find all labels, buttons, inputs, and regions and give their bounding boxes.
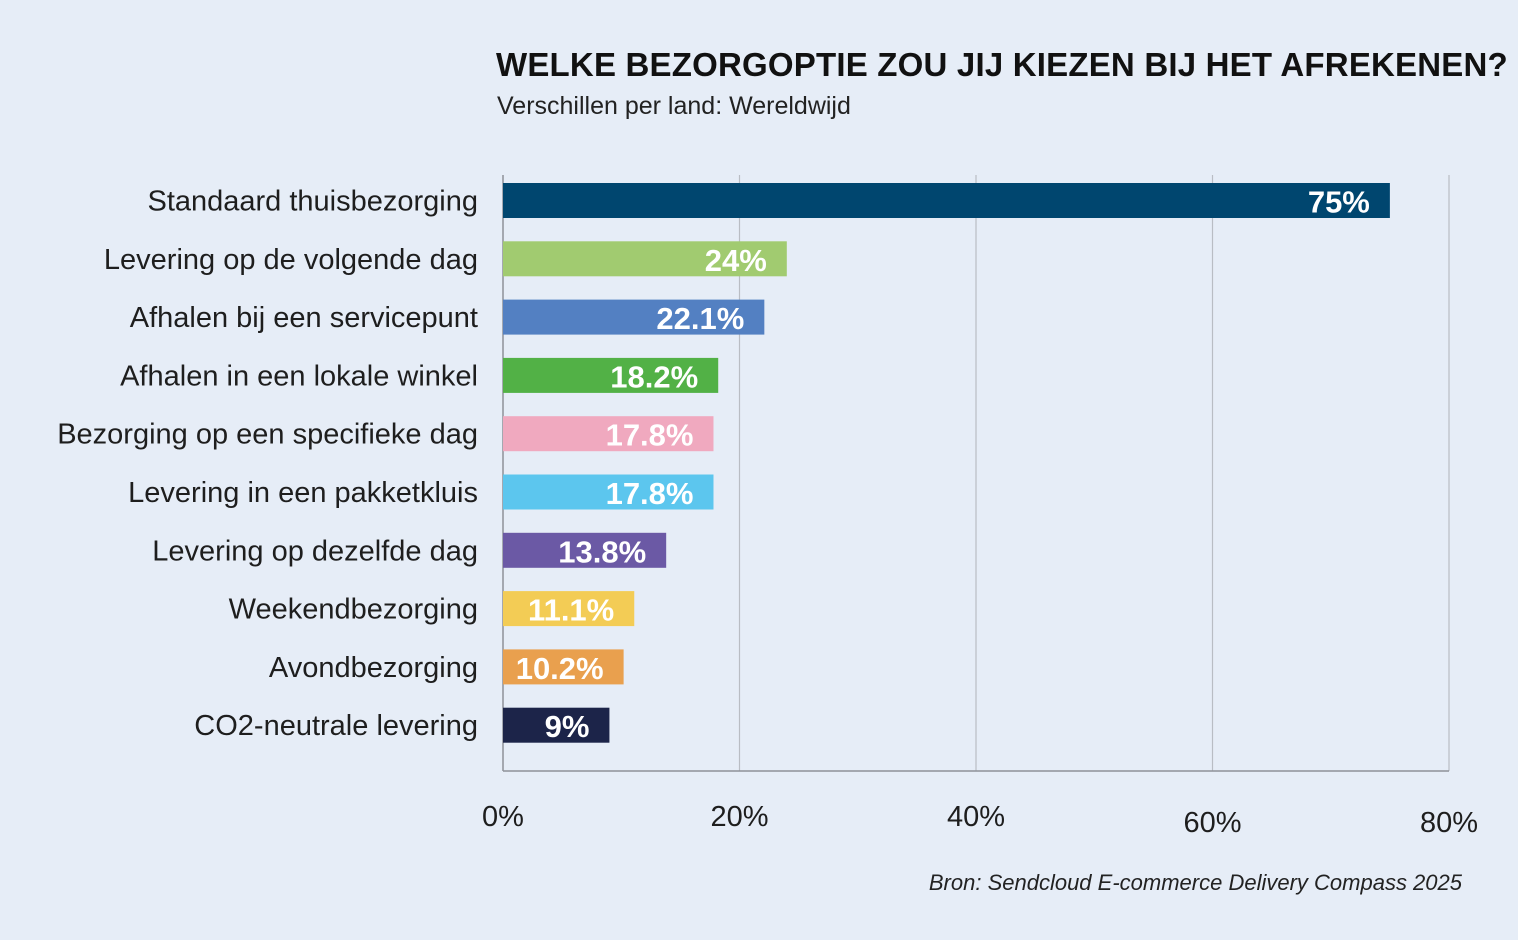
category-label: CO2-neutrale levering — [194, 710, 478, 742]
bar[interactable] — [503, 416, 714, 452]
category-label: Bezorging op een specifieke dag — [57, 419, 478, 451]
bar[interactable] — [503, 241, 787, 277]
chart-subtitle: Verschillen per land: Wereldwijd — [497, 92, 851, 120]
category-label: Weekendbezorging — [229, 594, 478, 626]
bar[interactable] — [503, 299, 765, 335]
data-label: 13.8% — [558, 534, 646, 569]
x-tick-label: 40% — [947, 801, 1005, 833]
x-tick-label: 80% — [1420, 807, 1478, 839]
x-tick-label: 20% — [710, 801, 768, 833]
data-label: 17.8% — [606, 476, 694, 511]
bar[interactable] — [503, 532, 667, 568]
bar[interactable] — [503, 183, 1390, 218]
category-label: Levering op de volgende dag — [104, 244, 478, 276]
data-label: 11.1% — [528, 593, 614, 628]
data-label: 18.2% — [610, 359, 698, 394]
bar[interactable] — [503, 649, 624, 685]
data-label: 9% — [545, 709, 590, 744]
data-label: 75% — [1308, 185, 1370, 220]
data-label: 24% — [705, 243, 767, 278]
data-label: 22.1% — [656, 301, 744, 336]
category-label: Afhalen in een lokale winkel — [120, 360, 478, 392]
bar[interactable] — [503, 474, 714, 510]
x-tick-label: 60% — [1183, 807, 1241, 839]
chart-title: WELKE BEZORGOPTIE ZOU JIJ KIEZEN BIJ HET… — [496, 46, 1508, 83]
bar[interactable] — [503, 707, 610, 743]
category-label: Levering in een pakketkluis — [128, 477, 478, 509]
bar[interactable] — [503, 357, 719, 393]
category-label: Avondbezorging — [269, 652, 478, 684]
chart-source: Bron: Sendcloud E-commerce Delivery Comp… — [928, 870, 1462, 895]
category-label: Afhalen bij een servicepunt — [130, 302, 478, 334]
data-label: 10.2% — [516, 651, 604, 686]
bar[interactable] — [503, 591, 635, 627]
x-tick-label: 0% — [482, 801, 524, 833]
category-label: Levering op dezelfde dag — [152, 535, 478, 567]
category-label: Standaard thuisbezorging — [147, 186, 478, 218]
data-label: 17.8% — [606, 418, 694, 453]
